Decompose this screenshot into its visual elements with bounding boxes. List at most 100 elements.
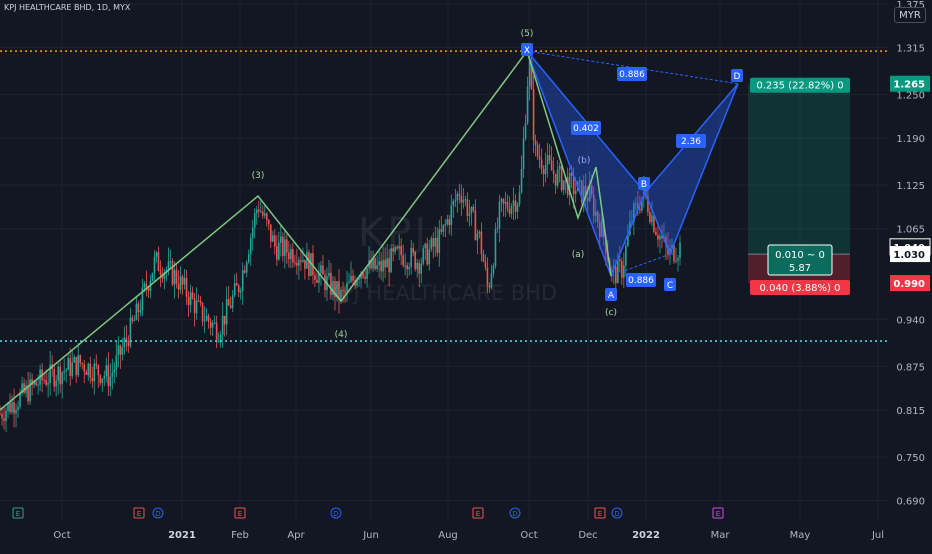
candle-body: [171, 261, 174, 285]
candle-body: [524, 123, 527, 139]
candle-body: [500, 198, 503, 202]
candle-body: [659, 235, 661, 240]
candle-body: [93, 363, 96, 382]
price-tick-label: 0.690: [896, 497, 925, 508]
candle-body: [534, 140, 537, 146]
candle-body: [610, 269, 613, 271]
candle-body: [27, 385, 29, 402]
ratio-text: 0.402: [573, 124, 599, 134]
candle-body: [181, 276, 184, 285]
candle-body: [95, 363, 98, 366]
candle-body: [245, 262, 248, 273]
candle-body: [416, 262, 419, 270]
currency-badge[interactable]: MYR: [894, 7, 926, 23]
candle-body: [586, 197, 589, 202]
candle-body: [175, 269, 178, 284]
pattern-line-ac: [610, 253, 671, 277]
price-label-stop: 0.990: [890, 275, 930, 292]
candle-body: [328, 272, 330, 277]
candle-body: [1, 413, 3, 419]
candle-body: [179, 276, 182, 290]
candle-body: [304, 259, 306, 269]
time-tick-label: May: [790, 530, 811, 541]
candle-body: [418, 262, 421, 274]
candle-body: [219, 334, 222, 342]
price-label-badge: [890, 75, 930, 92]
candle-body: [655, 231, 657, 236]
point-label: D: [734, 72, 741, 82]
candle-body: [336, 281, 338, 297]
event-marker-text: D: [333, 510, 338, 518]
candle-body: [432, 238, 435, 247]
stop-label: 0.040 (3.88%) 0: [750, 280, 850, 296]
candle-body: [653, 215, 655, 232]
event-marker-box: [234, 507, 246, 519]
event-marker-text: E: [598, 510, 602, 518]
candle-body: [199, 300, 202, 303]
candle-body: [446, 219, 449, 225]
candle-body: [320, 265, 322, 274]
candle-body: [183, 277, 186, 285]
wave-label: (4): [335, 330, 348, 340]
candle-body: [249, 237, 252, 255]
event-marker-text: E: [16, 510, 20, 518]
candle-body: [436, 238, 439, 253]
candle-body: [31, 379, 33, 385]
candle-body: [633, 203, 635, 222]
candle-body: [263, 213, 266, 216]
candle-body: [141, 287, 144, 311]
candle-body: [364, 276, 366, 279]
pattern-point-c: C: [664, 278, 676, 291]
candle-body: [23, 383, 25, 393]
time-tick-label: Jun: [362, 530, 379, 541]
candle-body: [147, 288, 150, 291]
candle-body: [215, 322, 218, 342]
event-marker-text: E: [476, 510, 480, 518]
candle-body: [346, 283, 348, 292]
candle-body: [512, 200, 515, 207]
price-tick-label: 0.875: [896, 362, 925, 373]
candle-body: [65, 369, 67, 372]
wave-label: (c): [605, 308, 617, 318]
harmonic-pattern: [526, 50, 739, 278]
candle-body: [137, 303, 140, 313]
candle-body: [125, 337, 128, 341]
price-label-entry: 1.030: [890, 246, 930, 263]
candle-body: [332, 281, 334, 295]
candle-body: [510, 206, 513, 214]
candle-body: [406, 265, 408, 270]
candle-body: [550, 160, 553, 171]
event-marker-box: [712, 507, 724, 519]
candle-body: [330, 272, 332, 295]
candle-body: [544, 164, 547, 175]
candle-body: [392, 248, 394, 252]
candle-body: [111, 372, 114, 377]
candle-body: [440, 229, 443, 232]
candle-body: [356, 279, 358, 286]
candle-body: [671, 244, 673, 248]
candle-body: [294, 262, 296, 264]
event-marker-text: E: [238, 510, 242, 518]
candle-body: [197, 300, 200, 302]
candle-body: [530, 61, 533, 90]
candle-body: [528, 61, 531, 87]
candle-body: [292, 249, 294, 263]
position-profit-zone: [748, 83, 850, 255]
candle-body: [647, 195, 649, 213]
center-badge: [767, 244, 833, 276]
candle-body: [217, 341, 220, 343]
candle-body: [302, 259, 304, 262]
event-marker-circle: [152, 507, 164, 519]
candle-body: [133, 319, 136, 321]
watermark-name: KPJ HEALTHCARE BHD: [327, 281, 558, 305]
candle-body: [227, 299, 230, 306]
candle-body: [450, 205, 453, 226]
candle-body: [87, 363, 90, 376]
ratio-badge: [571, 121, 601, 135]
candle-body: [572, 176, 575, 195]
candle-body: [300, 260, 302, 262]
candle-body: [195, 300, 198, 314]
candle-body: [460, 195, 463, 203]
